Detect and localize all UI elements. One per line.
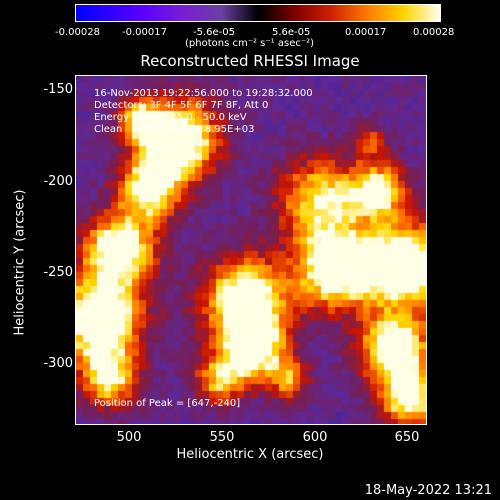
colorbar-units: (photons cm⁻² s⁻¹ asec⁻²)	[185, 38, 315, 49]
colorbar-tick: -0.00017	[122, 27, 167, 38]
peak-position-label: Position of Peak = [647,-240]	[94, 398, 241, 409]
x-tick-label: 550	[209, 430, 235, 445]
energy-range-label: Energy Range: 25.0 - 50.0 keV	[94, 112, 247, 123]
colorbar-tick: -0.00028	[55, 27, 100, 38]
colorbar-tick: 0.00017	[345, 27, 387, 38]
y-tick-label: -300	[43, 356, 73, 371]
colorbar-tick: 0.00028	[413, 27, 455, 38]
plot-title: Reconstructed RHESSI Image	[140, 52, 360, 70]
colorbar	[75, 4, 441, 22]
colorbar-tick: -5.6e-05	[193, 27, 235, 38]
timestamp: 18-May-2022 13:21	[364, 483, 492, 498]
x-tick-label: 500	[116, 430, 142, 445]
x-tick-label: 600	[302, 430, 328, 445]
y-tick-label: -150	[43, 82, 73, 97]
detectors-label: Detectors: 3F 4F 5F 6F 7F 8F, Att 0	[94, 100, 269, 111]
x-axis-label: Heliocentric X (arcsec)	[176, 447, 324, 462]
clean-counts-label: Clean Total counts: 8.95E+03	[94, 124, 255, 135]
y-axis-label: Heliocentric Y (arcsec)	[12, 189, 28, 336]
x-tick-label: 650	[394, 430, 420, 445]
y-tick-label: -200	[43, 174, 73, 189]
y-tick-label: -250	[43, 265, 73, 280]
image-panel: 16-Nov-2013 19:22:56.000 to 19:28:32.000…	[75, 75, 427, 425]
heatmap-image	[76, 76, 426, 424]
colorbar-tick: 5.6e-05	[272, 27, 311, 38]
time-range-label: 16-Nov-2013 19:22:56.000 to 19:28:32.000	[94, 88, 313, 99]
